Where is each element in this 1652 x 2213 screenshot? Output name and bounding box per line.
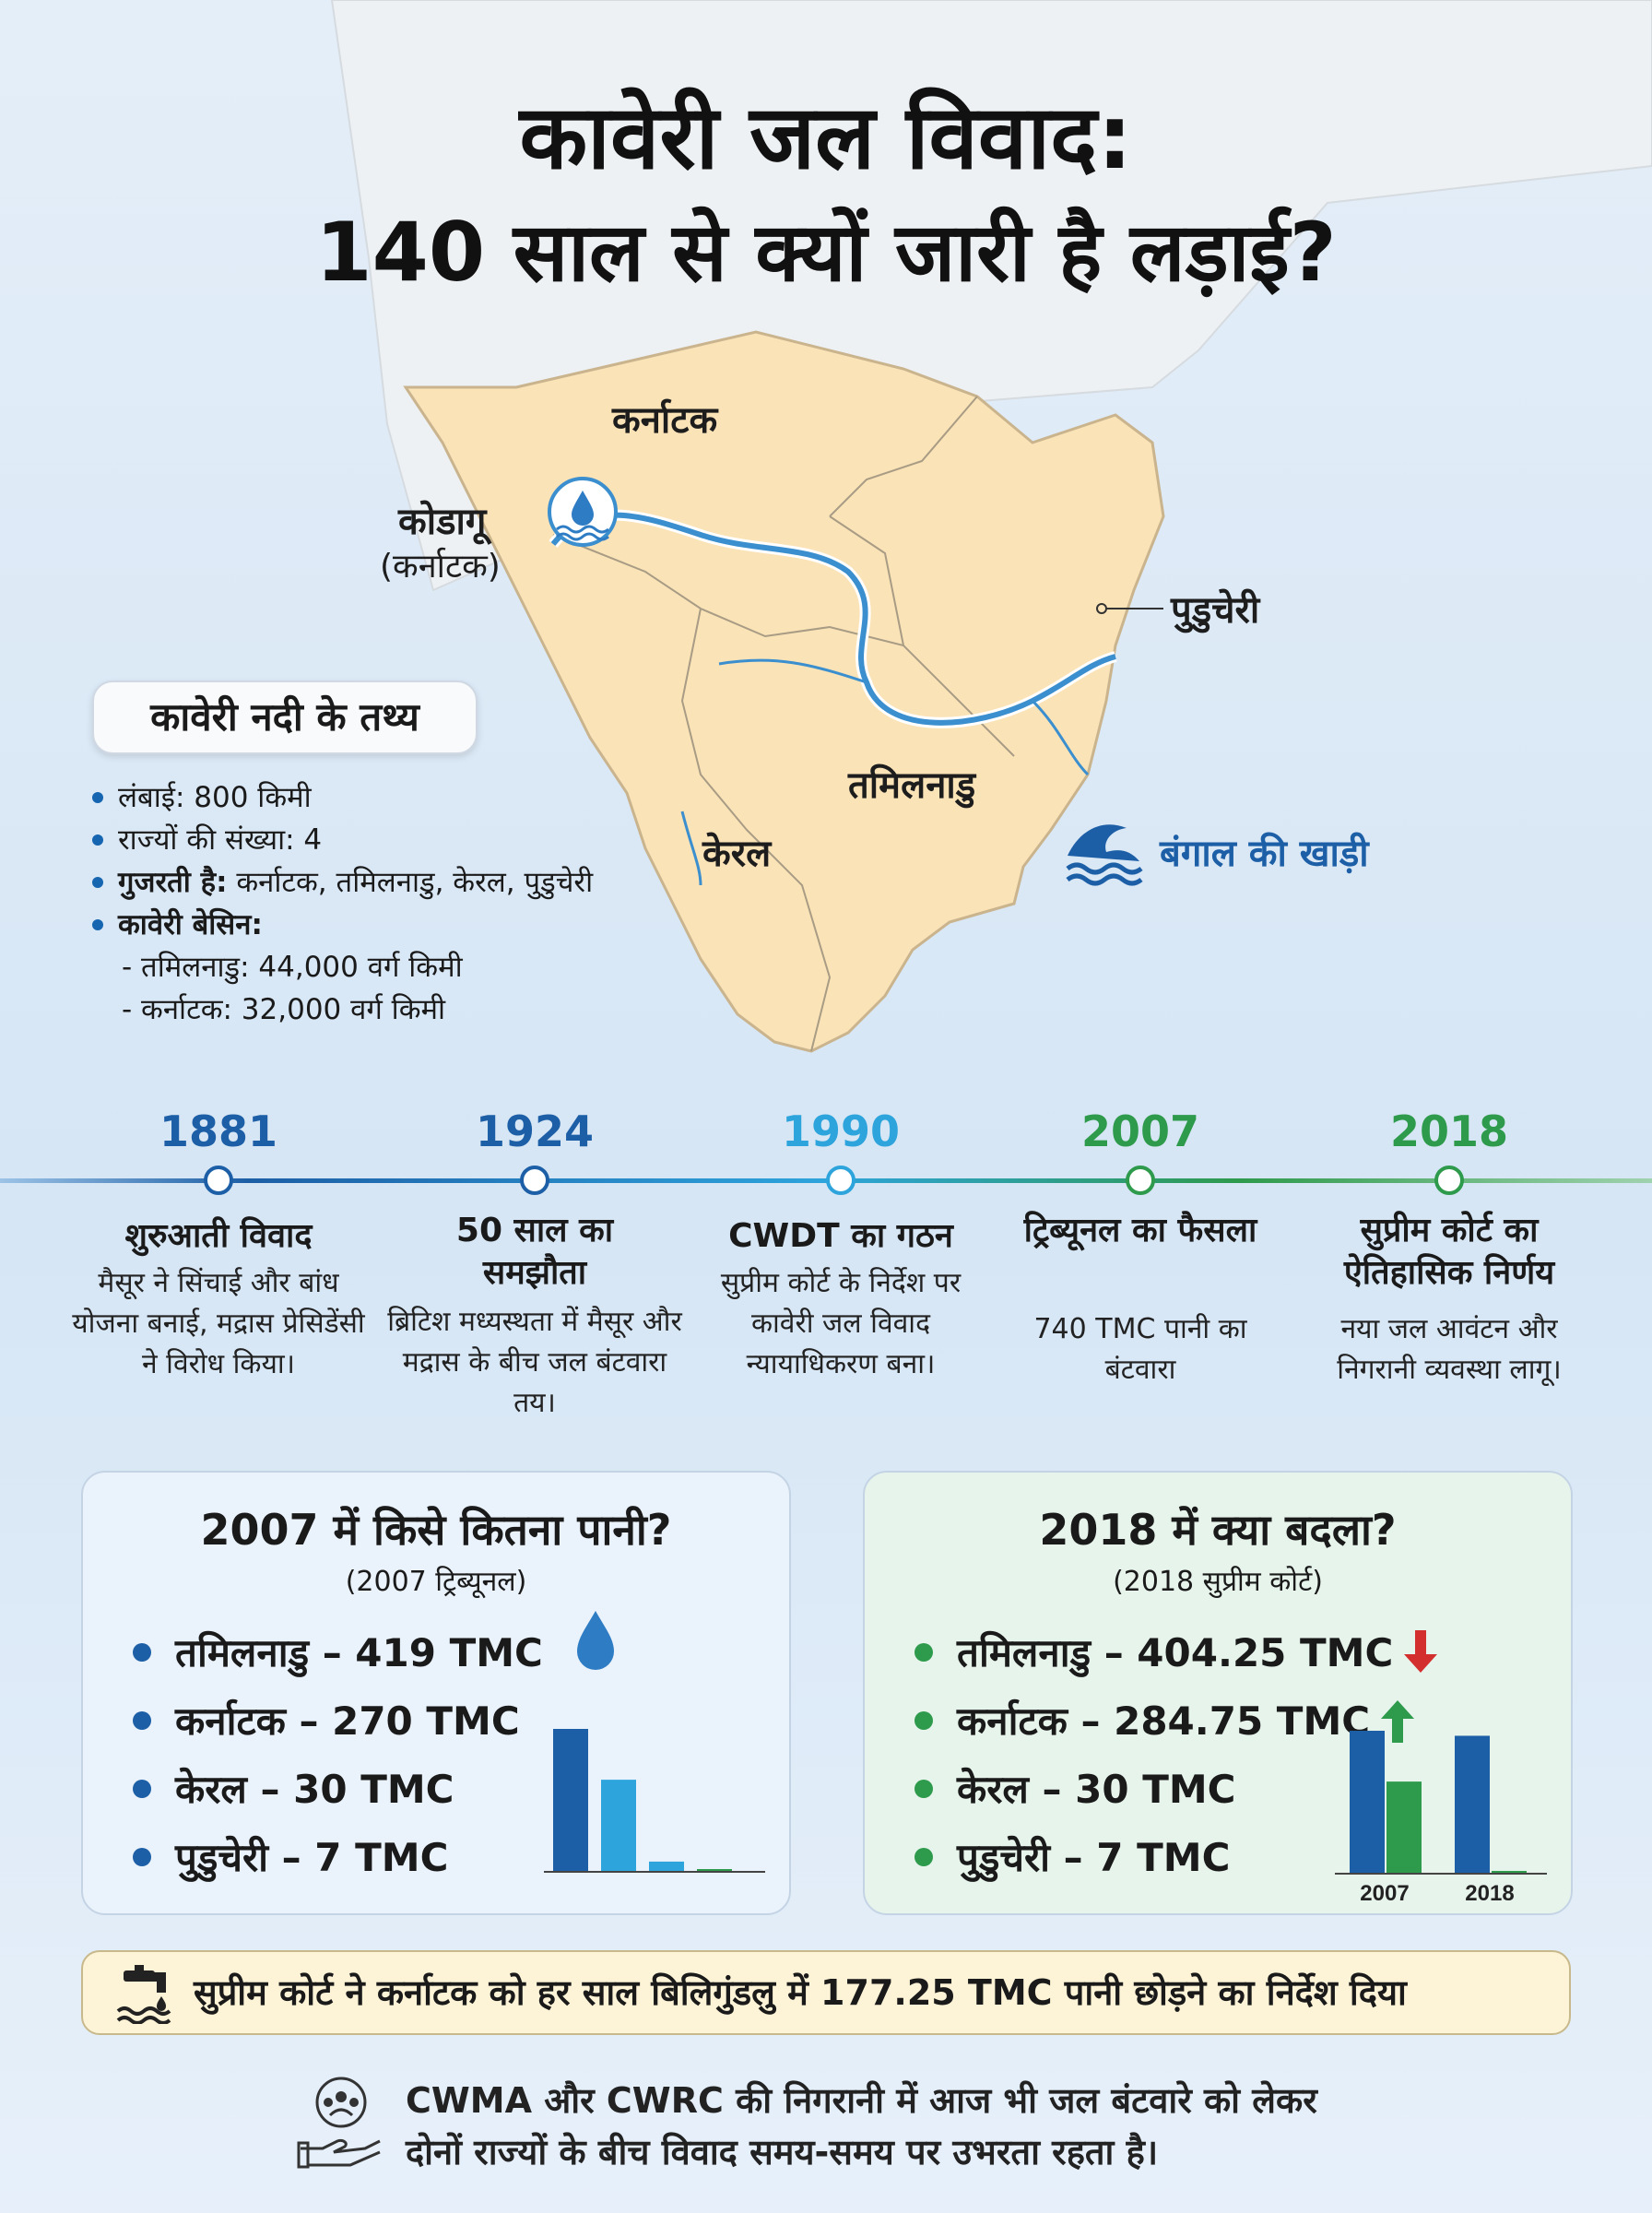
label-kerala: केरल (702, 833, 772, 875)
card-2018: 2018 में क्या बदला? (2018 सुप्रीम कोर्ट)… (863, 1471, 1573, 1915)
card-2018-title: 2018 में क्या बदला? (1039, 1505, 1397, 1555)
bar-2007-3 (697, 1869, 732, 1872)
timeline-desc-1924: ब्रिटिश मध्यस्थता में मैसूर और मद्रास के… (387, 1306, 682, 1419)
timeline-desc-1990: सुप्रीम कोर्ट के निर्देश पर कावेरी जल वि… (720, 1267, 962, 1380)
alloc-2018-tn: तमिलनाडु – 404.25 TMC (914, 1626, 1439, 1678)
alloc-2007-py: पुडुचेरी – 7 TMC (133, 1830, 448, 1883)
card-2018-subtitle: (2018 सुप्रीम कोर्ट) (1113, 1566, 1323, 1598)
fact-basin-ka: - कर्नाटक: 32,000 वर्ग किमी (122, 993, 446, 1026)
timeline-desc-1881: मैसूर ने सिंचाई और बांध योजना बनाई, मद्र… (72, 1267, 365, 1380)
card-2007-subtitle: (2007 ट्रिब्यूनल) (345, 1566, 527, 1598)
label-kodagu-state: (कर्नाटक) (380, 548, 501, 586)
facts-list: लंबाई: 800 किमी राज्यों की संख्या: 4 गुज… (92, 776, 593, 1031)
bar-2018-chart-2007-1 (1386, 1781, 1422, 1874)
timeline-year-2018: 2018 (1389, 1106, 1509, 1156)
alloc-2018-py: पुडुचेरी – 7 TMC (914, 1830, 1230, 1883)
alloc-2018-ka: कर्नाटक – 284.75 TMC (914, 1694, 1416, 1746)
chart-2007 (544, 1611, 765, 1873)
wave-icon (1066, 824, 1143, 886)
timeline-node-2018 (1434, 1166, 1464, 1195)
label-puducherry: पुडुचेरी (1171, 589, 1260, 632)
fact-states: राज्यों की संख्या: 4 (92, 819, 593, 861)
label-bay-of-bengal: बंगाल की खाड़ी (1160, 833, 1369, 875)
label-kodagu: कोडागू (398, 501, 487, 543)
footer-text: CWMA और CWRC की निगरानी में आज भी जल बंट… (406, 2075, 1317, 2178)
banner-text: सुप्रीम कोर्ट ने कर्नाटक को हर साल बिलिग… (194, 1972, 1407, 2013)
timeline-line (0, 1166, 1652, 1195)
footer-line1: CWMA और CWRC की निगरानी में आज भी जल बंट… (406, 2080, 1317, 2121)
arrow-down-icon (1404, 1629, 1438, 1673)
chart-2018-xlabel-2018: 2018 (1465, 1881, 1514, 1906)
timeline-node-1924 (520, 1166, 549, 1195)
arrow-up-icon (1381, 1699, 1415, 1743)
bar-2007-1 (601, 1780, 636, 1872)
water-tap-icon (116, 1965, 171, 2024)
timeline-head-1881: शुरुआती विवाद (124, 1217, 313, 1255)
fact-length: लंबाई: 800 किमी (92, 776, 593, 819)
card-2007-title: 2007 में किसे कितना पानी? (200, 1505, 672, 1555)
bar-2018-chart-2018-1 (1492, 1871, 1527, 1874)
main-title-line1: कावेरी जल विवाद: (519, 86, 1133, 189)
chart-2018-xlabel-2007: 2007 (1360, 1881, 1409, 1906)
fact-basin: कावेरी बेसिन: (92, 904, 593, 946)
timeline-desc-2018: नया जल आवंटन और निगरानी व्यवस्था लागू। (1337, 1313, 1562, 1386)
bar-2007-0 (553, 1729, 588, 1872)
facts-heading: कावेरी नदी के तथ्य (92, 680, 478, 754)
bar-2018-chart-2018-0 (1455, 1735, 1490, 1874)
timeline-year-1990: 1990 (781, 1106, 901, 1156)
timeline-year-1881: 1881 (159, 1106, 278, 1156)
kodagu-water-icon (548, 477, 618, 547)
timeline-head-1924: 50 साल का समझौता (455, 1212, 614, 1292)
alloc-2018-kl: केरल – 30 TMC (914, 1762, 1236, 1815)
water-drop-icon (577, 1611, 614, 1670)
timeline-head-1990: CWDT का गठन (728, 1217, 953, 1255)
main-title-line2: 140 साल से क्यों जारी है लड़ाई? (315, 205, 1337, 300)
supreme-court-banner: सुप्रीम कोर्ट ने कर्नाटक को हर साल बिलिग… (81, 1950, 1571, 2035)
timeline-node-2007 (1126, 1166, 1155, 1195)
fact-passes: गुजरती है: कर्नाटक, तमिलनाडु, केरल, पुडु… (92, 861, 593, 904)
alloc-2007-tn: तमिलनाडु – 419 TMC (133, 1626, 543, 1678)
label-karnataka: कर्नाटक (612, 399, 718, 442)
timeline-head-2007: ट्रिब्यूनल का फैसला (1023, 1212, 1257, 1249)
timeline-node-1881 (204, 1166, 233, 1195)
timeline-desc-2007: 740 TMC पानी का बंटवारा (1033, 1313, 1247, 1386)
bar-2007-2 (649, 1861, 684, 1872)
footer-line2: दोनों राज्यों के बीच विवाद समय-समय पर उभ… (406, 2132, 1159, 2172)
people-hand-icon (297, 2077, 381, 2169)
south-india-map (330, 0, 1652, 1053)
timeline-year-1924: 1924 (475, 1106, 595, 1156)
label-tamilnadu: तमिलनाडु (848, 764, 976, 807)
timeline-head-2018: सुप्रीम कोर्ट का ऐतिहासिक निर्णय (1343, 1212, 1555, 1292)
alloc-2007-ka: कर्नाटक – 270 TMC (133, 1694, 520, 1746)
timeline-year-2007: 2007 (1080, 1106, 1200, 1156)
alloc-2007-kl: केरल – 30 TMC (133, 1762, 454, 1815)
card-2007: 2007 में किसे कितना पानी? (2007 ट्रिब्यू… (81, 1471, 791, 1915)
timeline-node-1990 (826, 1166, 856, 1195)
chart-2018: 2007 2018 (1335, 1731, 1547, 1906)
bar-2018-chart-2007-0 (1350, 1731, 1385, 1874)
fact-basin-tn: - तमिलनाडु: 44,000 वर्ग किमी (122, 951, 463, 984)
